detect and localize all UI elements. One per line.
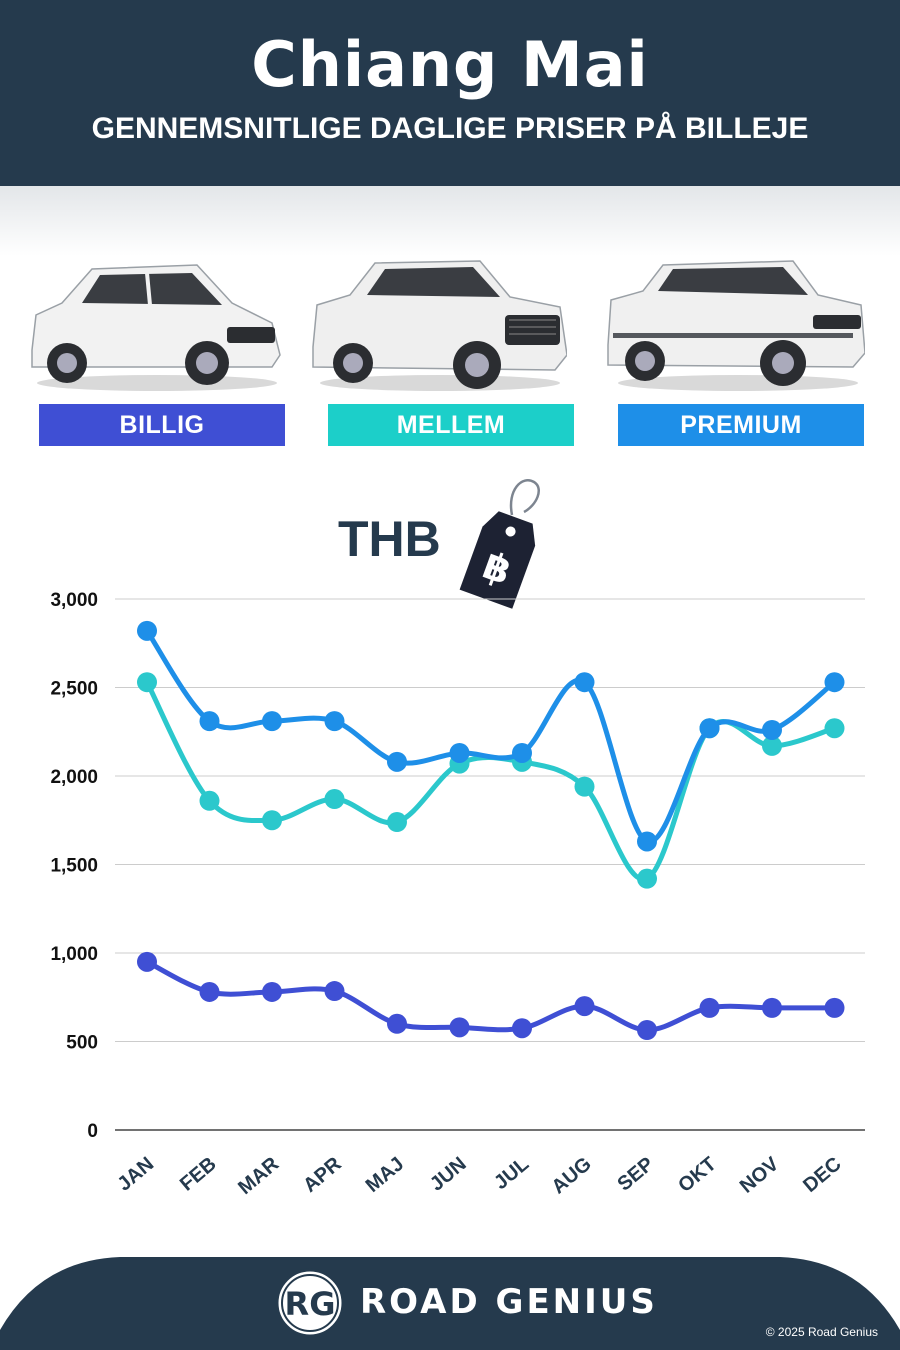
x-tick-label: JUN	[426, 1153, 471, 1196]
data-point-premium-aug	[574, 672, 595, 693]
x-tick-label: APR	[299, 1153, 346, 1197]
x-tick-label: JAN	[113, 1153, 158, 1196]
y-tick-label: 1,000	[50, 944, 98, 965]
data-point-premium-feb	[199, 711, 220, 732]
category-label-midsize: MELLEM	[328, 404, 574, 446]
x-tick-label: MAR	[234, 1153, 283, 1199]
y-tick-label: 2,000	[50, 767, 98, 788]
series-line-mellem	[144, 679, 837, 882]
data-point-billig-nov	[762, 997, 782, 1018]
data-point-mellem-feb	[199, 790, 220, 811]
x-tick-label: FEB	[176, 1153, 221, 1196]
data-point-mellem-apr	[324, 789, 345, 810]
data-point-mellem-mar	[262, 810, 282, 831]
y-tick-label: 2,500	[50, 679, 98, 700]
data-point-premium-sep	[637, 831, 657, 852]
category-label-premium: PREMIUM	[618, 404, 864, 446]
y-tick-label: 3,000	[50, 590, 98, 611]
data-point-premium-jan	[137, 620, 157, 641]
y-tick-label: 500	[66, 1033, 98, 1054]
data-point-mellem-jan	[137, 672, 157, 693]
data-point-mellem-maj	[387, 812, 407, 833]
data-point-premium-apr	[324, 711, 345, 732]
price-line-chart: 0 500 1,000 1,500 2,000 2,500 3,000 JAN FEB MAR AP…	[50, 590, 865, 1199]
logo-monogram: RG	[285, 1285, 336, 1323]
data-point-premium-jul	[512, 742, 532, 763]
data-point-billig-dec	[824, 997, 845, 1018]
data-point-billig-jun	[449, 1017, 470, 1038]
data-point-mellem-sep	[637, 868, 657, 889]
x-tick-label: AUG	[548, 1153, 596, 1198]
x-tick-label: JUL	[490, 1153, 533, 1194]
x-tick-label: SEP	[613, 1153, 658, 1196]
brand-name: ROAD GENIUS	[360, 1282, 658, 1322]
data-point-billig-maj	[387, 1013, 407, 1034]
copyright-text: © 2025 Road Genius	[765, 1325, 878, 1339]
header-shadow	[0, 186, 900, 256]
data-point-billig-sep	[637, 1019, 657, 1040]
price-tag-icon: ฿	[459, 479, 540, 609]
data-point-premium-nov	[762, 719, 782, 740]
data-point-billig-feb	[199, 981, 220, 1002]
series-line-billig	[144, 959, 837, 1033]
data-point-billig-aug	[574, 996, 595, 1017]
x-tick-label: DEC	[799, 1153, 845, 1197]
economy-car-image	[31, 264, 281, 391]
y-tick-label: 0	[87, 1121, 98, 1142]
data-point-premium-mar	[262, 711, 282, 732]
data-point-billig-jul	[512, 1018, 532, 1039]
data-point-billig-jan	[137, 951, 157, 972]
footer-banner: RG	[0, 1257, 900, 1350]
page-subtitle: GENNEMSNITLIGE DAGLIGE PRISER PÅ BILLEJE	[91, 112, 809, 145]
header-banner	[0, 0, 900, 186]
data-point-billig-mar	[262, 981, 282, 1002]
x-tick-label: NOV	[736, 1153, 784, 1198]
midsize-suv-image	[312, 260, 567, 391]
currency-label: THB	[338, 511, 441, 567]
premium-suv-image	[607, 260, 865, 391]
x-tick-label: MAJ	[362, 1153, 408, 1197]
page-title: Chiang Mai	[251, 28, 649, 101]
data-point-premium-jun	[449, 742, 470, 763]
category-label-economy: BILLIG	[39, 404, 285, 446]
data-point-billig-apr	[324, 981, 345, 1002]
data-point-premium-dec	[824, 672, 845, 693]
series-line-premium	[144, 628, 837, 845]
data-point-mellem-aug	[574, 776, 595, 797]
y-tick-label: 1,500	[50, 856, 98, 877]
data-point-mellem-nov	[762, 735, 782, 756]
data-point-mellem-dec	[824, 718, 845, 739]
data-point-premium-okt	[699, 718, 720, 739]
data-point-premium-maj	[387, 751, 407, 772]
data-point-billig-okt	[699, 997, 720, 1018]
x-tick-label: OKT	[674, 1153, 720, 1197]
